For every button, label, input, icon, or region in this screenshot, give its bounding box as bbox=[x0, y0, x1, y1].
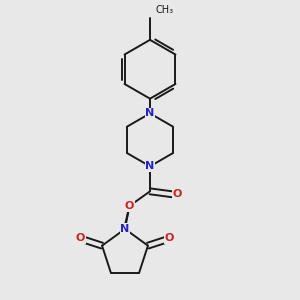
Text: N: N bbox=[146, 108, 154, 118]
Text: O: O bbox=[76, 233, 85, 243]
Text: CH₃: CH₃ bbox=[155, 5, 173, 15]
Text: O: O bbox=[165, 233, 174, 243]
Text: O: O bbox=[125, 201, 134, 211]
Text: O: O bbox=[173, 189, 182, 199]
Text: N: N bbox=[120, 224, 130, 234]
Text: N: N bbox=[146, 161, 154, 171]
